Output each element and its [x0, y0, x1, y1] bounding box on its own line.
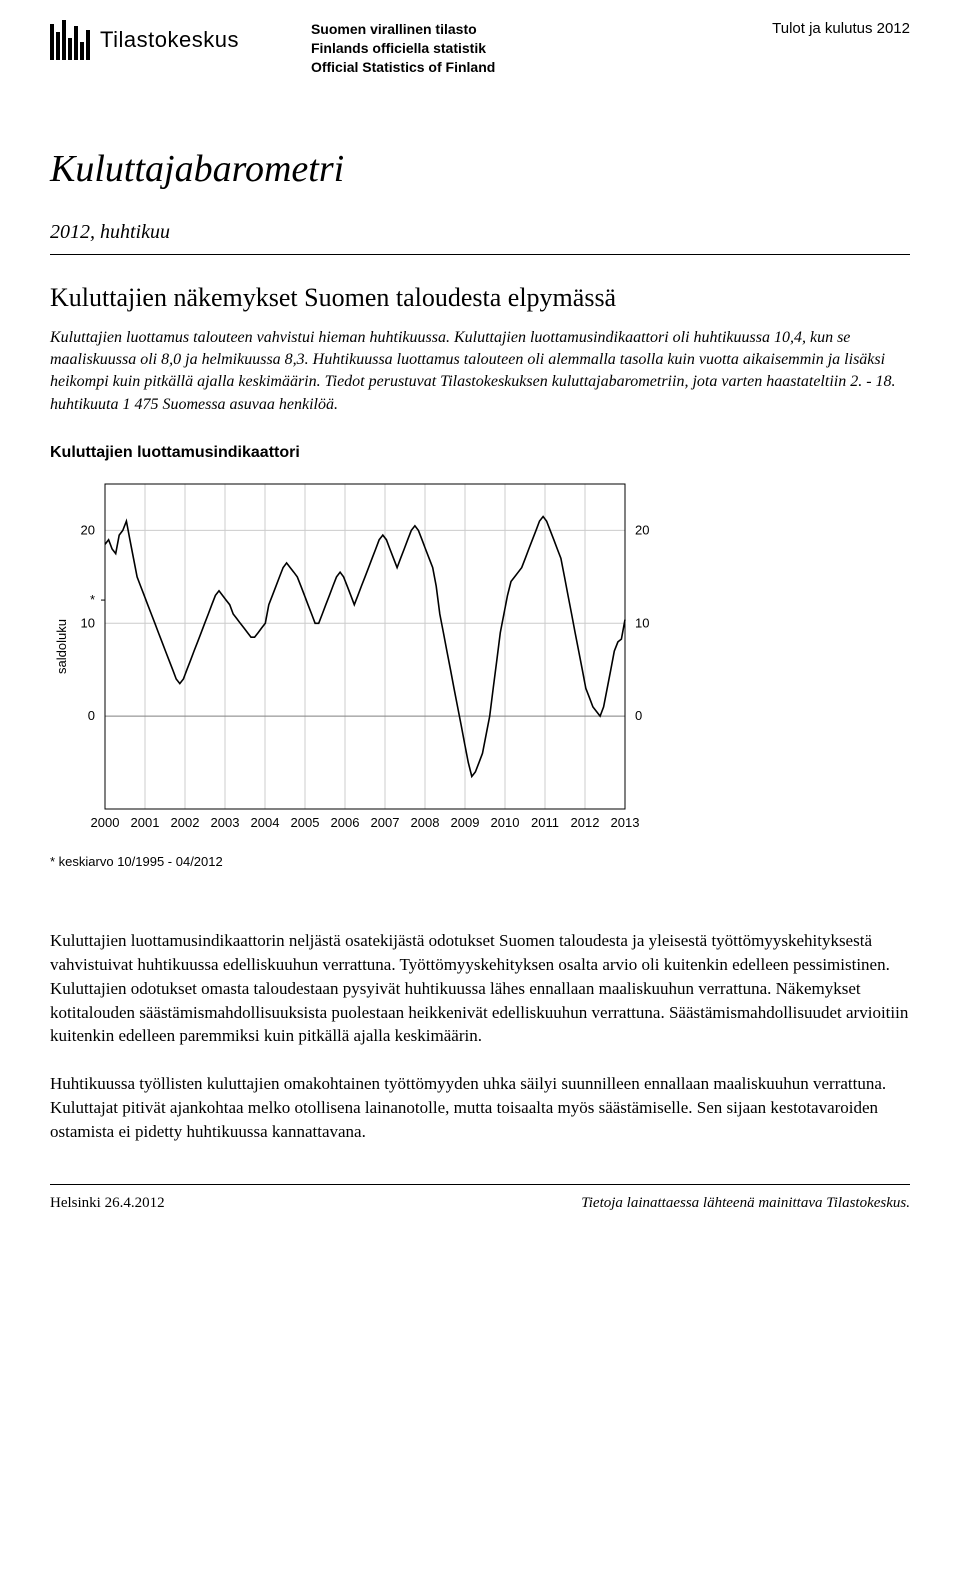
chart-container: 0 10 20 0 10 20 * 2000 2001 2002 2003 2004 2005 2006 2… — [50, 474, 910, 844]
svg-text:2006: 2006 — [331, 815, 360, 830]
chart-title: Kuluttajien luottamusindikaattori — [50, 444, 910, 462]
svg-text:2004: 2004 — [251, 815, 280, 830]
official-names: Suomen virallinen tilasto Finlands offic… — [311, 20, 495, 77]
official-line: Finlands officiella statistik — [311, 39, 495, 58]
svg-text:20: 20 — [81, 523, 95, 538]
chart-footnote: * keskiarvo 10/1995 - 04/2012 — [50, 854, 910, 869]
svg-text:2002: 2002 — [171, 815, 200, 830]
svg-text:10: 10 — [635, 616, 649, 631]
svg-text:saldoluku: saldoluku — [54, 619, 69, 674]
line-chart: 0 10 20 0 10 20 * 2000 2001 2002 2003 2004 2005 2006 2… — [50, 474, 670, 844]
page-footer: Helsinki 26.4.2012 Tietoja lainattaessa … — [50, 1184, 910, 1212]
svg-text:2000: 2000 — [91, 815, 120, 830]
divider — [50, 254, 910, 255]
svg-text:10: 10 — [81, 616, 95, 631]
brand-name: Tilastokeskus — [100, 27, 239, 53]
document-subtitle: Kuluttajien näkemykset Suomen taloudesta… — [50, 283, 910, 313]
svg-text:2001: 2001 — [131, 815, 160, 830]
footer-left: Helsinki 26.4.2012 — [50, 1195, 165, 1212]
svg-text:2011: 2011 — [531, 815, 559, 830]
svg-text:2007: 2007 — [371, 815, 400, 830]
svg-text:2012: 2012 — [571, 815, 600, 830]
lede-paragraph: Kuluttajien luottamus talouteen vahvistu… — [50, 327, 910, 417]
svg-text:0: 0 — [88, 708, 95, 723]
svg-text:2008: 2008 — [411, 815, 440, 830]
official-line: Official Statistics of Finland — [311, 58, 495, 77]
svg-text:2003: 2003 — [211, 815, 240, 830]
official-line: Suomen virallinen tilasto — [311, 20, 495, 39]
svg-text:0: 0 — [635, 708, 642, 723]
svg-text:20: 20 — [635, 523, 649, 538]
svg-text:2009: 2009 — [451, 815, 480, 830]
document-date: 2012, huhtikuu — [50, 221, 910, 244]
header-category: Tulot ja kulutus 2012 — [772, 20, 910, 37]
document-title: Kuluttajabarometri — [50, 147, 910, 191]
logo-block: Tilastokeskus — [50, 20, 239, 60]
logo-icon — [50, 20, 90, 60]
header-left: Tilastokeskus Suomen virallinen tilasto … — [50, 20, 495, 77]
body-paragraph: Kuluttajien luottamusindikaattorin neljä… — [50, 929, 910, 1048]
svg-text:2013: 2013 — [611, 815, 640, 830]
svg-text:*: * — [90, 592, 95, 607]
footer-right: Tietoja lainattaessa lähteenä mainittava… — [581, 1195, 910, 1212]
page-header: Tilastokeskus Suomen virallinen tilasto … — [50, 20, 910, 77]
body-paragraph: Huhtikuussa työllisten kuluttajien omako… — [50, 1072, 910, 1143]
svg-text:2010: 2010 — [491, 815, 520, 830]
svg-text:2005: 2005 — [291, 815, 320, 830]
